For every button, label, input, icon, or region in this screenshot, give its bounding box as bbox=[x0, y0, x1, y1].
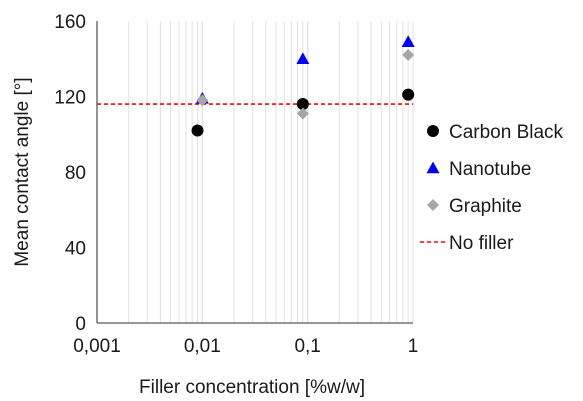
nanotube-point bbox=[401, 35, 415, 47]
legend-marker-nanotube bbox=[426, 161, 440, 174]
legend-label-no-filler: No filler bbox=[449, 233, 514, 254]
legend: Carbon Black Nanotube Graphite No filler bbox=[420, 122, 564, 254]
x-tick-label: 0,1 bbox=[294, 336, 320, 357]
tick-labels: 0,001 0,01 0,1 1 0 40 80 120 160 bbox=[54, 12, 418, 357]
graphite-point bbox=[402, 48, 415, 61]
graphite-point bbox=[296, 107, 309, 120]
y-tick-label: 80 bbox=[65, 163, 86, 184]
x-tick-label: 1 bbox=[408, 336, 419, 357]
legend-label-carbon-black: Carbon Black bbox=[449, 122, 564, 143]
y-tick-label: 40 bbox=[65, 239, 86, 260]
legend-marker-graphite bbox=[427, 199, 439, 211]
legend-label-nanotube: Nanotube bbox=[449, 159, 531, 180]
graphite-point bbox=[196, 94, 209, 107]
grid-lines bbox=[128, 21, 414, 323]
x-tick-label: 0,001 bbox=[73, 336, 121, 357]
y-tick-label: 120 bbox=[54, 88, 86, 109]
data-points bbox=[191, 35, 415, 137]
legend-marker-carbon-black bbox=[427, 125, 439, 137]
carbon-black-point bbox=[296, 98, 309, 111]
x-axis-title: Filler concentration [%w/w] bbox=[139, 377, 365, 398]
carbon-black-point bbox=[191, 124, 204, 137]
x-tick-label: 0,01 bbox=[184, 336, 221, 357]
axes bbox=[96, 21, 413, 324]
legend-label-graphite: Graphite bbox=[449, 196, 522, 217]
y-tick-label: 160 bbox=[54, 12, 86, 33]
carbon-black-point bbox=[402, 88, 415, 101]
nanotube-point bbox=[296, 52, 310, 64]
y-tick-label: 0 bbox=[75, 314, 86, 335]
y-axis-title: Mean contact angle [°] bbox=[12, 77, 33, 266]
